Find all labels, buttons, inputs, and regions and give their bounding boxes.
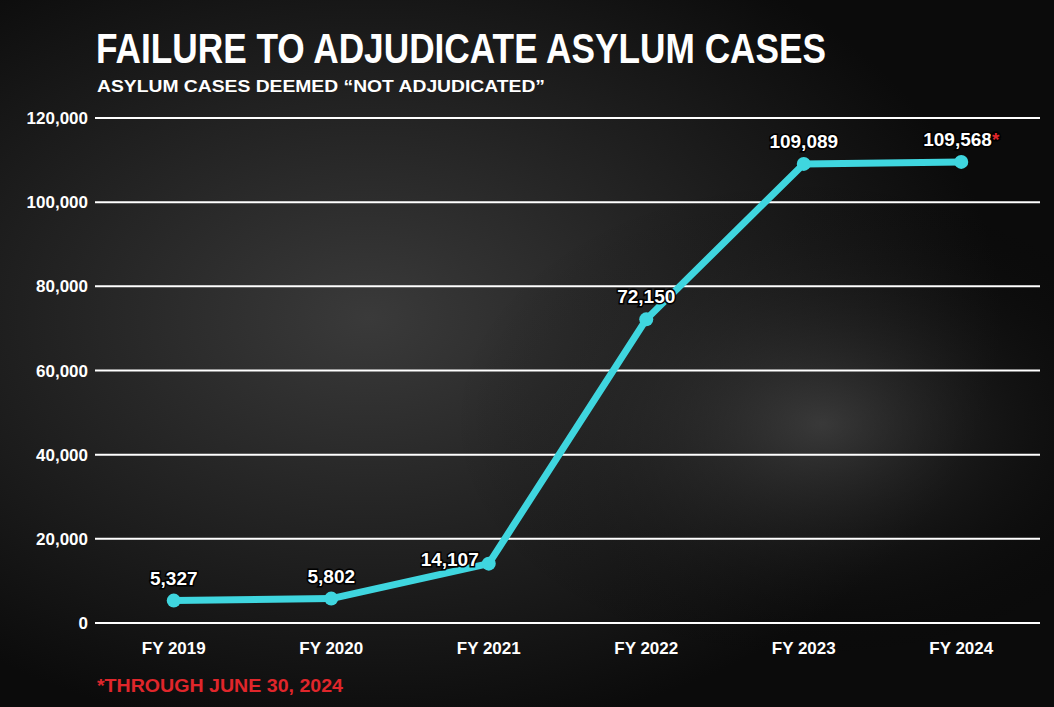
data-label: 5,802 (307, 566, 355, 587)
x-tick-label: FY 2020 (299, 639, 363, 658)
y-tick-label: 20,000 (36, 530, 88, 549)
y-tick-label: 40,000 (36, 446, 88, 465)
y-tick-label: 120,000 (27, 109, 88, 128)
data-point (639, 312, 653, 326)
grid-line (95, 117, 1040, 119)
grid-line (95, 201, 1040, 203)
x-tick-label: FY 2021 (457, 639, 521, 658)
data-point (482, 557, 496, 571)
y-tick-label: 100,000 (27, 193, 88, 212)
grid-line (95, 538, 1040, 540)
grid-line (95, 622, 1040, 624)
chart: FAILURE TO ADJUDICATE ASYLUM CASES ASYLUM… (0, 0, 1054, 707)
data-label: 14,107 (421, 549, 479, 570)
x-tick-label: FY 2024 (929, 639, 994, 658)
x-tick-label: FY 2022 (614, 639, 678, 658)
grid-line (95, 285, 1040, 287)
background-figure (0, 0, 1054, 707)
y-tick-label: 60,000 (36, 362, 88, 381)
data-label: 72,150 (617, 286, 675, 307)
footnote: *THROUGH JUNE 30, 2024 (97, 676, 343, 696)
data-point (324, 592, 338, 606)
grid-line (95, 454, 1040, 456)
data-point (797, 157, 811, 171)
data-label: 5,327 (150, 568, 198, 589)
data-point (167, 594, 181, 608)
data-label: 109,568* (923, 129, 1000, 150)
plot-area (167, 155, 969, 608)
x-tick-label: FY 2023 (772, 639, 836, 658)
y-tick-label: 0 (79, 614, 88, 633)
data-label: 109,089 (769, 131, 838, 152)
x-tick-label: FY 2019 (142, 639, 206, 658)
grid-line (95, 370, 1040, 372)
y-tick-label: 80,000 (36, 277, 88, 296)
subtitle: ASYLUM CASES DEEMED “NOT ADJUDICATED” (97, 77, 545, 96)
data-point (954, 155, 968, 169)
data-line (174, 162, 962, 601)
title: FAILURE TO ADJUDICATE ASYLUM CASES (96, 25, 826, 72)
background (0, 0, 1054, 707)
